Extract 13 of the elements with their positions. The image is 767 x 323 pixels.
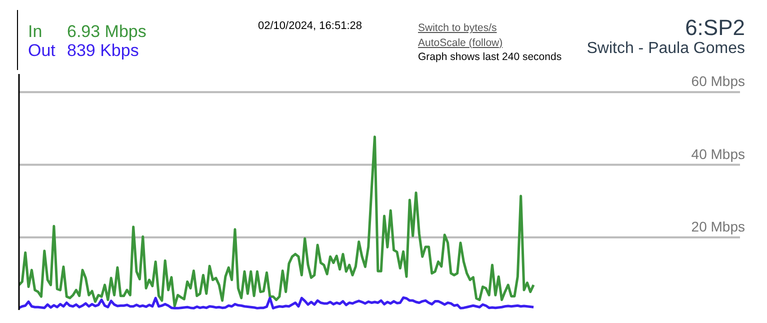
text: AutoScale (follow) (418, 36, 504, 50)
text: 02/10/2024, 16:51:28 (258, 20, 362, 32)
text: 839 Kbps (67, 41, 139, 60)
text: Out (28, 41, 56, 60)
y-tick-label: 60 Mbps (691, 73, 745, 90)
chart-title: 6:SP2 (684, 15, 745, 40)
text: 6.93 Mbps (67, 22, 146, 41)
y-tick-label: 40 Mbps (691, 146, 745, 162)
text: Switch to bytes/s (418, 21, 498, 36)
text: In (28, 22, 44, 41)
text: Graph shows last 240 seconds (418, 50, 562, 64)
y-tick-label: 20 Mbps (691, 218, 745, 234)
chart-subtitle: Switch - Paula Gomes (586, 40, 745, 57)
